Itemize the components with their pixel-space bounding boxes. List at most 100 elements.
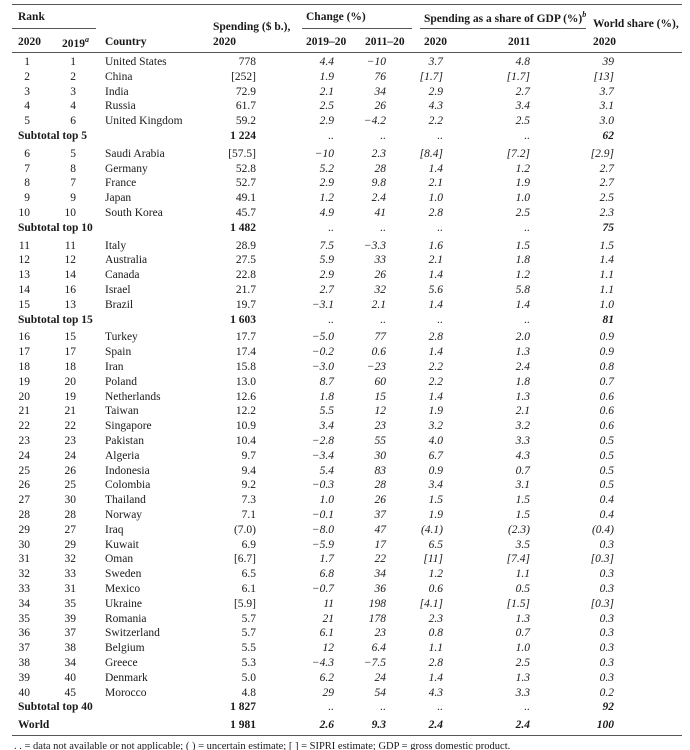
cell: 0.3 — [599, 612, 614, 625]
header-cell: 2020 — [424, 36, 447, 48]
cell: 61.7 — [235, 100, 256, 113]
cell: 1.4 — [428, 390, 443, 403]
cell: 35 — [18, 612, 31, 625]
cell: 1.7 — [319, 553, 334, 566]
cell: 11 — [18, 239, 30, 252]
cell: 22 — [18, 420, 31, 433]
subtotal-cell: .. — [328, 130, 334, 142]
cell: 1.0 — [515, 192, 530, 205]
cell: 2 — [70, 70, 76, 83]
cell: 2.8 — [428, 207, 443, 219]
country: Turkey — [105, 331, 138, 344]
subtotal-cell: 81 — [602, 313, 615, 326]
cell: (7.0) — [233, 523, 256, 536]
cell: 0.3 — [599, 627, 614, 640]
cell: 17 — [18, 346, 31, 359]
cell: 10.4 — [235, 435, 256, 447]
cell: −4.2 — [363, 115, 386, 128]
cell: −3.1 — [311, 298, 334, 311]
cell: 1.1 — [515, 568, 530, 581]
cell: 33 — [374, 254, 387, 267]
cell: 5.7 — [241, 627, 256, 640]
header-rank: Rank — [18, 11, 45, 23]
cell: 12 — [322, 642, 335, 655]
country: Sweden — [105, 568, 142, 581]
cell: 0.6 — [599, 405, 614, 418]
cell: 2.1 — [515, 405, 530, 418]
cell: 9 — [24, 192, 30, 205]
cell: 0.4 — [599, 494, 614, 507]
cell: 3.1 — [599, 100, 614, 113]
cell: 5.5 — [241, 642, 256, 655]
country: Saudi Arabia — [105, 147, 165, 160]
cell: 30 — [374, 449, 387, 462]
cell: 17.7 — [235, 331, 256, 344]
header-cell: 2011 — [508, 36, 531, 48]
cell: 2.2 — [428, 375, 443, 388]
cell: 1.6 — [428, 239, 443, 252]
cell: 40 — [18, 686, 31, 699]
subtotal-cell: 1 827 — [230, 701, 256, 714]
cell: 32 — [64, 553, 77, 566]
cell: 26 — [374, 269, 387, 282]
cell: 18 — [64, 361, 77, 373]
cell: 2.7 — [515, 85, 530, 98]
cell: 12.6 — [235, 390, 256, 403]
cell: 3 — [70, 85, 76, 98]
cell: [8.4] — [419, 147, 443, 160]
cell: 5 — [70, 147, 76, 160]
country: Romania — [105, 612, 147, 625]
cell: 0.5 — [599, 479, 614, 492]
cell: 3.3 — [515, 686, 530, 699]
cell: 6.9 — [241, 538, 256, 551]
country: Pakistan — [105, 435, 144, 447]
cell: 22.8 — [235, 269, 256, 282]
cell: 29 — [64, 538, 77, 551]
cell: [7.2] — [506, 147, 530, 160]
footnote: . . = data not available or not applicab… — [14, 741, 511, 750]
cell: 0.8 — [599, 361, 614, 373]
subtotal-cell: .. — [380, 130, 386, 142]
cell: 3.7 — [599, 85, 614, 98]
cell: 34 — [374, 568, 387, 581]
cell: 47 — [374, 523, 387, 536]
cell: 8 — [70, 162, 76, 175]
cell: 198 — [368, 597, 386, 610]
cell: 0.7 — [515, 627, 530, 640]
cell: 45.7 — [235, 207, 256, 219]
cell: 23 — [374, 627, 387, 640]
cell: 13 — [18, 269, 31, 282]
cell: 1.4 — [428, 162, 443, 175]
country: Russia — [105, 100, 136, 113]
cell: 2.0 — [515, 331, 530, 344]
rule — [12, 52, 682, 53]
cell: 9 — [70, 192, 76, 205]
cell: 0.3 — [599, 538, 614, 551]
cell: 1.0 — [515, 642, 530, 655]
country: Germany — [105, 162, 148, 175]
cell: 0.6 — [428, 583, 443, 595]
cell: −5.9 — [311, 538, 334, 551]
country: Thailand — [105, 494, 146, 507]
cell: 33 — [64, 568, 77, 581]
rule — [12, 735, 682, 736]
cell: 2.3 — [599, 207, 614, 219]
cell: 2.5 — [515, 115, 530, 128]
cell: 3.4 — [319, 420, 334, 433]
cell: 5.7 — [241, 612, 256, 625]
cell: 1.3 — [515, 346, 530, 359]
cell: 1 — [70, 56, 76, 68]
cell: 3.4 — [428, 479, 443, 492]
cell: 3.1 — [515, 479, 530, 492]
cell: [0.3] — [590, 597, 614, 610]
cell: −8.0 — [311, 523, 334, 536]
cell: −4.3 — [311, 657, 334, 669]
cell: 21 — [18, 405, 31, 418]
country: Algeria — [105, 449, 140, 462]
cell: 0.5 — [599, 449, 614, 462]
cell: 2.8 — [428, 657, 443, 669]
cell: 45 — [64, 686, 77, 699]
country: Taiwan — [105, 405, 139, 418]
header-cell: 2011–20 — [365, 36, 405, 48]
subtotal-cell: .. — [328, 313, 334, 326]
